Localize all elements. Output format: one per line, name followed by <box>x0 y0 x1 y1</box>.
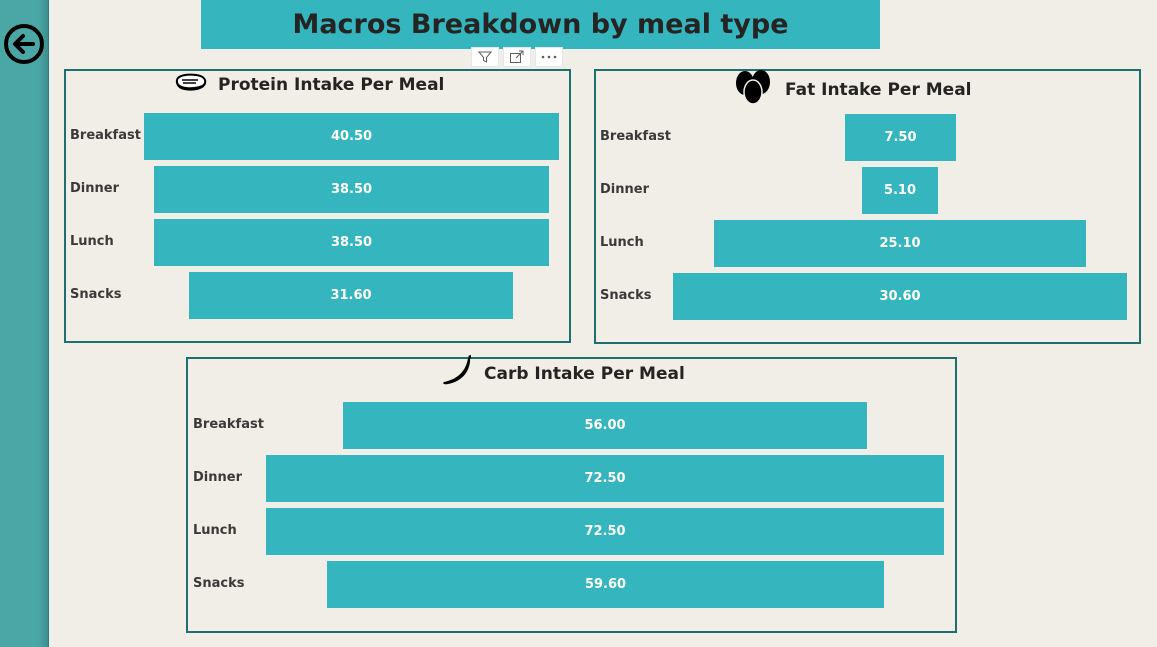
protein-bar-value-label: 31.60 <box>330 288 372 303</box>
protein-category-label: Snacks <box>70 287 122 302</box>
fat-category-label: Snacks <box>600 288 652 303</box>
banana-icon <box>440 355 474 392</box>
fat-bar-value-label: 30.60 <box>879 289 921 304</box>
fat-bar[interactable]: 5.10 <box>862 167 938 214</box>
back-arrow-icon[interactable] <box>3 23 45 65</box>
fat-bar-value-label: 7.50 <box>884 130 917 145</box>
visual-toolbar <box>471 47 563 67</box>
protein-category-label: Breakfast <box>70 128 141 143</box>
fat-chart-header: Fat Intake Per Meal <box>733 67 972 112</box>
carb-category-label: Dinner <box>193 470 242 485</box>
protein-category-label: Lunch <box>70 234 114 249</box>
protein-chart-header: Protein Intake Per Meal <box>174 72 444 97</box>
more-options-icon[interactable] <box>535 47 563 67</box>
carb-bar-value-label: 56.00 <box>584 418 626 433</box>
carb-bar-value-label: 72.50 <box>584 524 626 539</box>
eggs-icon <box>733 67 775 112</box>
protein-bar[interactable]: 31.60 <box>189 272 513 319</box>
protein-bar[interactable]: 40.50 <box>144 113 559 160</box>
fat-bar-value-label: 5.10 <box>883 183 917 198</box>
protein-bar-value-label: 38.50 <box>330 235 373 250</box>
carb-bar[interactable]: 59.60 <box>327 561 884 608</box>
focus-mode-icon[interactable] <box>503 47 531 67</box>
fat-chart-panel <box>594 69 1141 344</box>
carb-bar-value-label: 59.60 <box>584 577 627 592</box>
steak-icon <box>174 72 208 97</box>
carb-bar-value-label: 72.50 <box>584 471 626 486</box>
carb-chart-header: Carb Intake Per Meal <box>440 355 685 392</box>
protein-chart-panel <box>64 69 571 343</box>
page-title: Macros Breakdown by meal type <box>201 0 880 49</box>
protein-bar-value-label: 40.50 <box>330 129 373 144</box>
fat-chart-title: Fat Intake Per Meal <box>785 79 972 100</box>
left-rail <box>0 0 49 647</box>
fat-category-label: Lunch <box>600 235 644 250</box>
carb-bar[interactable]: 72.50 <box>266 508 944 555</box>
protein-chart-title: Protein Intake Per Meal <box>218 74 445 95</box>
fat-bar[interactable]: 25.10 <box>714 220 1086 267</box>
fat-bar[interactable]: 7.50 <box>845 114 956 161</box>
carb-category-label: Snacks <box>193 576 245 591</box>
carb-chart-title: Carb Intake Per Meal <box>484 363 685 384</box>
filter-icon[interactable] <box>471 47 499 67</box>
protein-bar[interactable]: 38.50 <box>154 219 549 266</box>
carb-bar[interactable]: 56.00 <box>343 402 867 449</box>
carb-chart-panel <box>186 357 957 633</box>
fat-bar[interactable]: 30.60 <box>673 273 1127 320</box>
fat-category-label: Dinner <box>600 182 649 197</box>
carb-category-label: Lunch <box>193 523 237 538</box>
carb-bar[interactable]: 72.50 <box>266 455 944 502</box>
protein-bar-value-label: 38.50 <box>330 182 373 197</box>
carb-category-label: Breakfast <box>193 417 264 432</box>
protein-category-label: Dinner <box>70 181 119 196</box>
fat-bar-value-label: 25.10 <box>879 236 921 251</box>
protein-bar[interactable]: 38.50 <box>154 166 549 213</box>
fat-category-label: Breakfast <box>600 129 671 144</box>
